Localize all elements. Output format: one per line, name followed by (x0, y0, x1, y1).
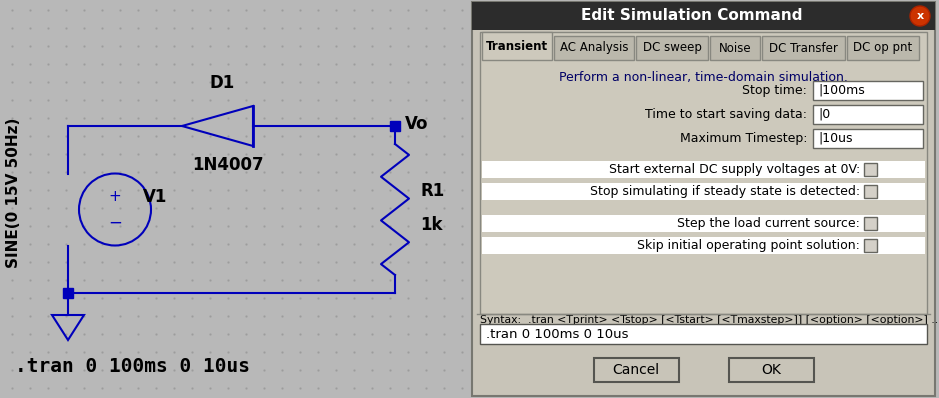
Bar (864, 185, 877, 198)
Bar (636, 36, 708, 60)
Bar (472, 2, 935, 396)
Text: .tran 0 100ms 0 10us: .tran 0 100ms 0 10us (15, 357, 250, 375)
Text: Syntax:  .tran <Tprint> <Tstop> [<Tstart> [<Tmaxstep>]] [<option> [<option>] ...: Syntax: .tran <Tprint> <Tstop> [<Tstart>… (480, 315, 939, 325)
Bar (729, 358, 813, 382)
Bar (482, 183, 925, 200)
Text: Skip initial operating point solution:: Skip initial operating point solution: (638, 239, 860, 252)
Text: Maximum Timestep:: Maximum Timestep: (680, 132, 807, 145)
Text: |10us: |10us (818, 132, 853, 145)
Text: OK: OK (762, 363, 781, 377)
Text: Perform a non-linear, time-domain simulation.: Perform a non-linear, time-domain simula… (559, 72, 848, 84)
Text: |0: |0 (818, 108, 830, 121)
Text: .tran 0 100ms 0 10us: .tran 0 100ms 0 10us (486, 328, 628, 341)
Bar (482, 215, 925, 232)
Bar (847, 36, 919, 60)
Bar (864, 163, 877, 176)
Text: Step the load current source:: Step the load current source: (677, 217, 860, 230)
Text: DC sweep: DC sweep (642, 41, 701, 55)
Text: SINE(0 15V 50Hz): SINE(0 15V 50Hz) (7, 118, 22, 268)
Bar (480, 324, 927, 344)
Text: 1k: 1k (420, 215, 442, 234)
Text: R1: R1 (420, 183, 444, 201)
Bar (482, 32, 552, 60)
Text: Start external DC supply voltages at 0V:: Start external DC supply voltages at 0V: (608, 163, 860, 176)
Text: Edit Simulation Command: Edit Simulation Command (580, 8, 802, 23)
Bar (710, 36, 760, 60)
Text: Transient: Transient (486, 39, 548, 53)
Text: AC Analysis: AC Analysis (560, 41, 628, 55)
Text: 1N4007: 1N4007 (192, 156, 263, 174)
Text: DC Transfer: DC Transfer (769, 41, 838, 55)
Bar (813, 81, 923, 100)
Bar (482, 161, 925, 178)
Bar (813, 129, 923, 148)
Bar (554, 36, 634, 60)
Bar (762, 36, 845, 60)
Bar (472, 2, 935, 30)
Text: D1: D1 (210, 74, 235, 92)
Text: Stop simulating if steady state is detected:: Stop simulating if steady state is detec… (590, 185, 860, 198)
Text: |100ms: |100ms (818, 84, 865, 97)
Bar (864, 239, 877, 252)
Text: DC op pnt: DC op pnt (854, 41, 913, 55)
Circle shape (910, 6, 930, 26)
Text: Cancel: Cancel (612, 363, 659, 377)
Text: V1: V1 (143, 189, 167, 207)
Text: Vo: Vo (405, 115, 428, 133)
Text: −: − (108, 213, 122, 232)
Bar (813, 105, 923, 124)
Bar (480, 32, 927, 314)
Text: Noise: Noise (718, 41, 751, 55)
Text: x: x (916, 11, 924, 21)
Bar (864, 217, 877, 230)
Text: Stop time:: Stop time: (742, 84, 807, 97)
Text: Time to start saving data:: Time to start saving data: (645, 108, 807, 121)
Bar (593, 358, 679, 382)
Text: +: + (109, 189, 121, 204)
Bar (482, 237, 925, 254)
